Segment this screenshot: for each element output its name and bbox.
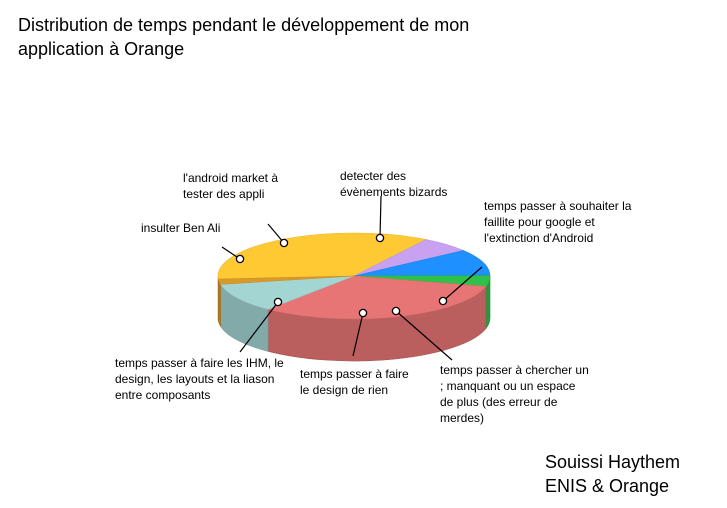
pie-slice [267, 275, 487, 320]
callout-line [395, 310, 453, 361]
callout-line [352, 312, 364, 357]
callout-dot [438, 296, 448, 306]
slice-label: l'android market à tester des appli [183, 171, 279, 201]
callout-line [239, 301, 279, 353]
pie-slice-side [218, 278, 221, 328]
slice-label: temps passer à souhaiter la faillite pou… [484, 199, 632, 245]
slice-label: temps passer à chercher un ; manquant ou… [440, 363, 589, 425]
pie-slice [353, 250, 491, 277]
pie-tops [217, 232, 491, 320]
author-organization: ENIS & Orange [545, 476, 670, 496]
callout-dot [279, 238, 289, 248]
callout-line [442, 266, 483, 302]
slice-label: insulter Ben Ali [141, 221, 221, 235]
callout-dot [375, 233, 385, 243]
callout-dot [235, 254, 245, 264]
callout-dot [391, 306, 401, 316]
callout-lines [221, 195, 483, 361]
callout-dot [358, 308, 368, 318]
pie-slice [220, 275, 355, 310]
callout-dot [273, 297, 283, 307]
pie-slice [217, 275, 355, 285]
slice-label: temps passer à faire le design de rien [300, 367, 409, 397]
callout-line [379, 195, 382, 239]
author-name: Souissi Haythem [545, 452, 681, 472]
slice-label: detecter des évènements bizards [340, 169, 448, 199]
author-credit: Souissi Haythem ENIS & Orange [545, 450, 680, 498]
slice-label: temps passer à faire les IHM, le design,… [115, 356, 284, 402]
chart-title: Distribution de temps pendant le dévelop… [18, 15, 470, 59]
